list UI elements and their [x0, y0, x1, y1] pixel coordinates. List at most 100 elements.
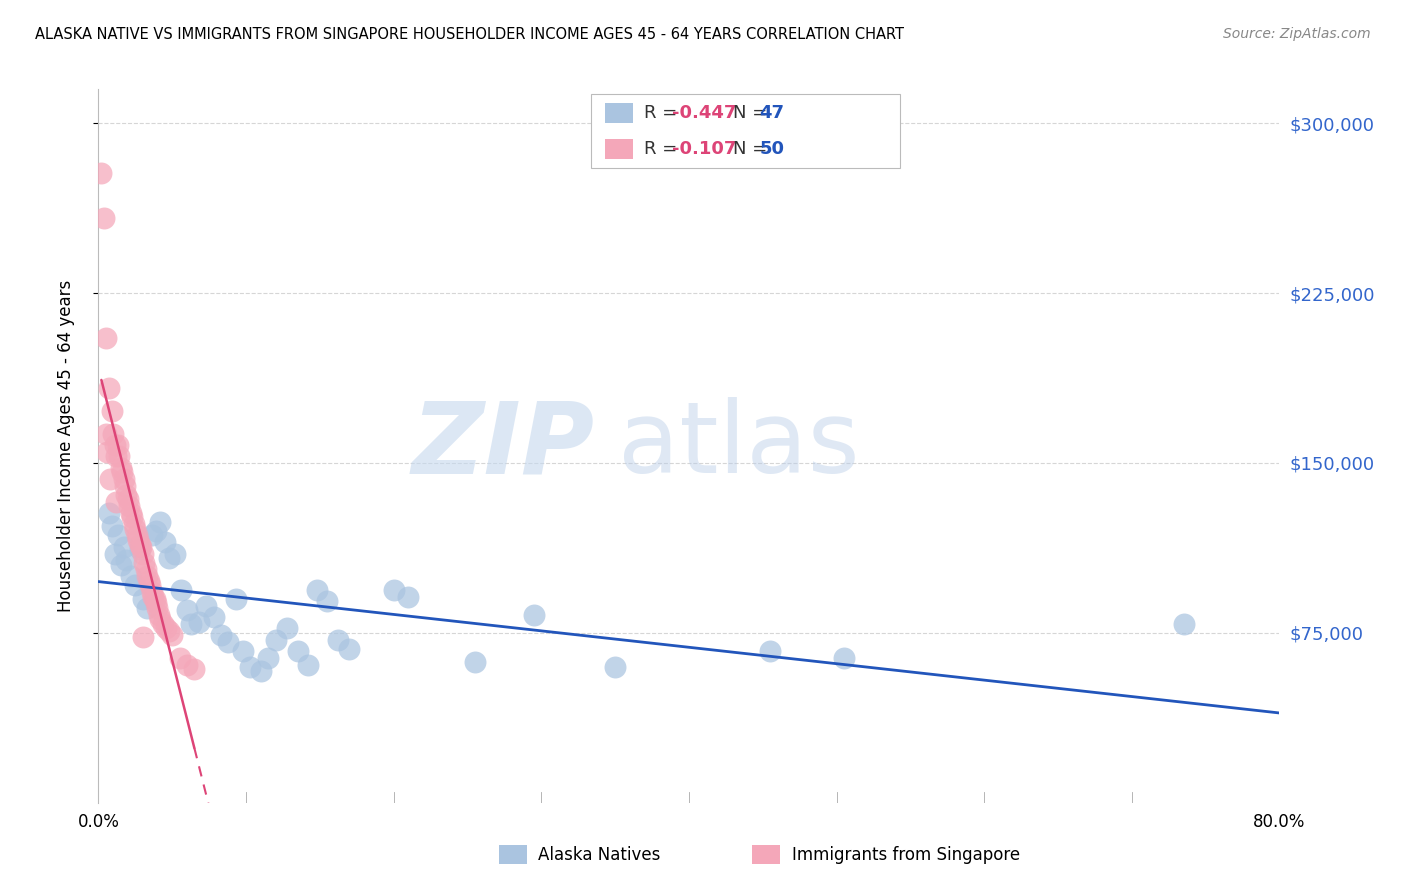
Y-axis label: Householder Income Ages 45 - 64 years: Householder Income Ages 45 - 64 years — [56, 280, 75, 612]
Point — [122, 517, 145, 532]
Point — [326, 632, 349, 647]
Point — [176, 603, 198, 617]
Point — [162, 628, 183, 642]
Point — [146, 601, 169, 615]
Point — [152, 616, 174, 631]
Point — [94, 331, 117, 345]
Point — [136, 569, 159, 583]
Text: atlas: atlas — [619, 398, 859, 494]
Point — [141, 528, 163, 542]
Point — [96, 444, 118, 458]
Point — [287, 644, 309, 658]
Point — [100, 519, 122, 533]
Point — [157, 624, 180, 638]
Point — [98, 472, 121, 486]
Point — [143, 591, 166, 606]
Point — [94, 426, 117, 441]
Text: R =: R = — [644, 104, 683, 122]
Text: 47: 47 — [759, 104, 785, 122]
Text: Source: ZipAtlas.com: Source: ZipAtlas.com — [1223, 27, 1371, 41]
Point — [232, 644, 254, 658]
Point — [153, 535, 176, 549]
Point — [149, 612, 172, 626]
Point — [90, 166, 112, 180]
Point — [112, 472, 135, 486]
Point — [111, 465, 134, 479]
Text: ZIP: ZIP — [412, 398, 595, 494]
Point — [832, 650, 855, 665]
Point — [276, 621, 298, 635]
Point — [145, 524, 167, 538]
Point — [257, 650, 280, 665]
Text: ALASKA NATIVE VS IMMIGRANTS FROM SINGAPORE HOUSEHOLDER INCOME AGES 45 - 64 YEARS: ALASKA NATIVE VS IMMIGRANTS FROM SINGAPO… — [35, 27, 904, 42]
Point — [759, 644, 782, 658]
Point — [139, 578, 162, 592]
Point — [104, 547, 127, 561]
Point — [145, 597, 167, 611]
Point — [195, 599, 218, 613]
Point — [127, 533, 149, 547]
Point — [93, 211, 115, 226]
Text: Alaska Natives: Alaska Natives — [538, 846, 661, 863]
Point — [382, 582, 405, 597]
Point — [97, 506, 120, 520]
Point — [132, 547, 155, 561]
Point — [132, 591, 155, 606]
Point — [125, 528, 148, 542]
Point — [297, 657, 319, 672]
Point — [105, 449, 128, 463]
Point — [316, 594, 339, 608]
Point — [128, 537, 150, 551]
Point — [157, 551, 180, 566]
Point — [128, 542, 150, 557]
Point — [176, 657, 198, 672]
Point — [114, 478, 136, 492]
Point — [120, 506, 142, 520]
Point — [148, 607, 170, 622]
Point — [104, 438, 127, 452]
Point — [112, 540, 135, 554]
Point — [118, 499, 141, 513]
Point — [225, 591, 247, 606]
Point — [120, 569, 142, 583]
Point — [103, 426, 125, 441]
Point — [135, 562, 157, 576]
Point — [110, 558, 132, 572]
Text: -0.447: -0.447 — [672, 104, 737, 122]
Point — [170, 582, 193, 597]
Point — [108, 449, 131, 463]
Text: Immigrants from Singapore: Immigrants from Singapore — [792, 846, 1019, 863]
Point — [129, 540, 152, 554]
Point — [264, 632, 287, 647]
Point — [141, 585, 163, 599]
Point — [169, 650, 191, 665]
Point — [187, 615, 209, 629]
Point — [136, 601, 159, 615]
Point — [107, 528, 129, 542]
Point — [115, 553, 138, 567]
Point — [115, 488, 138, 502]
Text: N =: N = — [733, 104, 772, 122]
Text: N =: N = — [733, 140, 772, 158]
Point — [100, 404, 122, 418]
Point — [110, 460, 132, 475]
Point — [202, 610, 225, 624]
Point — [183, 662, 205, 676]
Point — [180, 616, 202, 631]
Point — [105, 494, 128, 508]
Point — [138, 574, 160, 588]
Point — [396, 590, 419, 604]
Point — [97, 381, 120, 395]
Text: -0.107: -0.107 — [672, 140, 737, 158]
Point — [305, 582, 328, 597]
Point — [239, 660, 262, 674]
Point — [217, 635, 239, 649]
Point — [523, 607, 546, 622]
Point — [132, 631, 155, 645]
Point — [155, 621, 177, 635]
Text: 50: 50 — [759, 140, 785, 158]
Point — [134, 556, 156, 570]
Point — [1173, 616, 1195, 631]
Point — [605, 660, 627, 674]
Point — [209, 628, 232, 642]
